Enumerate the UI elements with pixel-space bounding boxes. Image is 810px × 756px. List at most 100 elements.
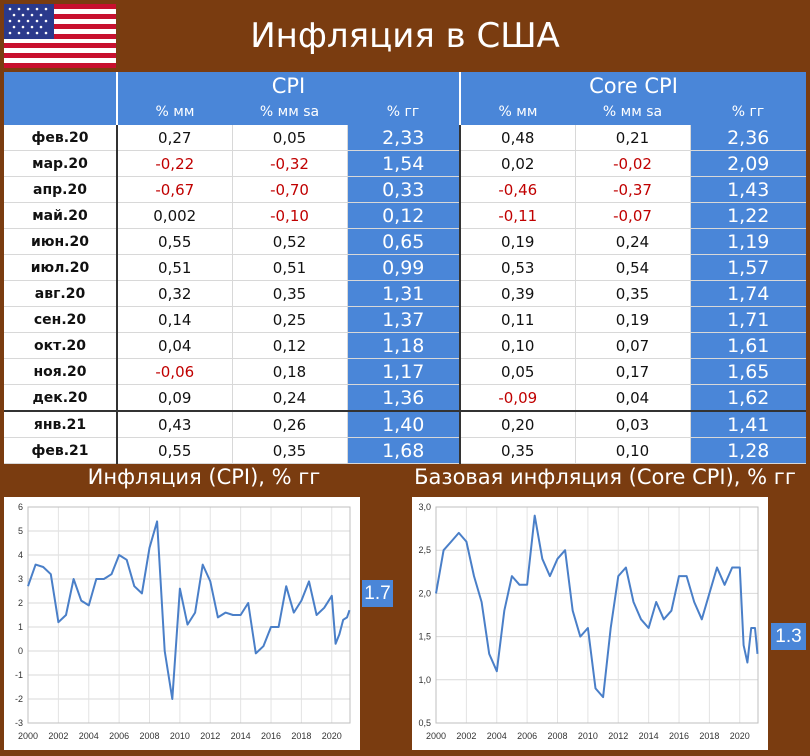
- month-cell: апр.20: [4, 176, 118, 203]
- value-cell: 0,09: [117, 384, 233, 412]
- value-cell: 0,14: [117, 306, 233, 333]
- y-tick-label: 6: [18, 502, 23, 512]
- cpi-chart: 6 5 4 3 2 1 0 -1 -2 -3 2000 2002 2004 2006 2008 2010 201…: [15, 502, 351, 741]
- yoy-value-cell: 1,28: [690, 437, 806, 464]
- cpi-chart-panel: 6 5 4 3 2 1 0 -1 -2 -3 2000 2002 2004 2006 2008 2010 201…: [4, 497, 360, 750]
- table-row: дек.20 0,09 0,24 1,36 -0,09 0,04 1,62: [4, 384, 806, 412]
- value-cell: 0,32: [117, 280, 233, 307]
- yoy-value-cell: 1,37: [347, 306, 460, 333]
- y-tick-label: -2: [15, 694, 23, 704]
- value-cell: 0,03: [575, 410, 691, 438]
- table-row: июл.20 0,51 0,51 0,99 0,53 0,54 1,57: [4, 254, 806, 281]
- corner-cell: [4, 72, 117, 99]
- month-cell: сен.20: [4, 306, 118, 333]
- month-cell: мар.20: [4, 150, 118, 177]
- yoy-value-cell: 1,61: [690, 332, 806, 359]
- core-cpi-chart-panel: 3,0 2,5 2,0 1,5 1,0 0,5 2000 2002 2004 2006 2008 20…: [412, 497, 768, 750]
- y-tick-label: 1: [18, 622, 23, 632]
- yoy-value-cell: 0,33: [347, 176, 460, 203]
- table-row: фев.21 0,55 0,35 1,68 0,35 0,10 1,28: [4, 437, 806, 464]
- table-row: фев.20 0,27 0,05 2,33 0,48 0,21 2,36: [4, 125, 806, 151]
- value-cell: -0,22: [117, 150, 233, 177]
- table-row: авг.20 0,32 0,35 1,31 0,39 0,35 1,74: [4, 280, 806, 307]
- month-cell: янв.21: [4, 410, 118, 438]
- yoy-value-cell: 1,17: [347, 358, 460, 385]
- value-cell: 0,24: [232, 384, 348, 412]
- table-row: ноя.20 -0,06 0,18 1,17 0,05 0,17 1,65: [4, 358, 806, 385]
- table-row: май.20 0,002 -0,10 0,12 -0,11 -0,07 1,22: [4, 202, 806, 229]
- x-tick-label: 2016: [669, 731, 689, 741]
- table-row: июн.20 0,55 0,52 0,65 0,19 0,24 1,19: [4, 228, 806, 255]
- value-cell: 0,26: [232, 410, 348, 438]
- value-cell: 0,19: [459, 228, 576, 255]
- yoy-value-cell: 1,41: [690, 410, 806, 438]
- value-cell: 0,51: [117, 254, 233, 281]
- yoy-value-cell: 1,57: [690, 254, 806, 281]
- cpi-last-value-badge: 1.7: [362, 580, 393, 607]
- x-tick-label: 2018: [699, 731, 719, 741]
- value-cell: 0,39: [459, 280, 576, 307]
- value-cell: 0,02: [459, 150, 576, 177]
- value-cell: 0,35: [232, 437, 348, 464]
- x-tick-label: 2008: [139, 731, 159, 741]
- yoy-value-cell: 1,65: [690, 358, 806, 385]
- value-cell: 0,002: [117, 202, 233, 229]
- value-cell: 0,51: [232, 254, 348, 281]
- y-tick-label: -1: [15, 670, 23, 680]
- yoy-value-cell: 1,19: [690, 228, 806, 255]
- y-tick-label: 0,5: [418, 718, 431, 728]
- yoy-value-cell: 2,33: [347, 125, 460, 151]
- col-header: % мм: [116, 99, 232, 125]
- y-tick-label: 0: [18, 646, 23, 656]
- value-cell: 0,24: [575, 228, 691, 255]
- y-tick-label: 2,5: [418, 545, 431, 555]
- table-row: янв.21 0,43 0,26 1,40 0,20 0,03 1,41: [4, 410, 806, 438]
- plot-area-border: [435, 506, 759, 724]
- y-tick-label: 1,5: [418, 632, 431, 642]
- col-header: % гг: [347, 99, 460, 125]
- value-cell: -0,70: [232, 176, 348, 203]
- value-cell: -0,37: [575, 176, 691, 203]
- yoy-value-cell: 0,99: [347, 254, 460, 281]
- x-tick-label: 2018: [291, 731, 311, 741]
- value-cell: 0,21: [575, 125, 691, 151]
- value-cell: -0,02: [575, 150, 691, 177]
- x-tick-label: 2012: [608, 731, 628, 741]
- x-tick-label: 2012: [200, 731, 220, 741]
- yoy-value-cell: 1,74: [690, 280, 806, 307]
- value-cell: 0,27: [117, 125, 233, 151]
- yoy-value-cell: 2,36: [690, 125, 806, 151]
- core-cpi-chart-title: Базовая инфляция (Core CPI), % гг: [414, 465, 796, 489]
- core-cpi-last-value-badge: 1.3: [771, 623, 806, 650]
- value-cell: 0,55: [117, 437, 233, 464]
- x-tick-label: 2000: [426, 731, 446, 741]
- col-header: % мм: [459, 99, 575, 125]
- x-tick-label: 2020: [730, 731, 750, 741]
- value-cell: 0,35: [459, 437, 576, 464]
- yoy-value-cell: 1,40: [347, 410, 460, 438]
- series-line: [27, 520, 351, 700]
- value-cell: 0,04: [117, 332, 233, 359]
- table-row: мар.20 -0,22 -0,32 1,54 0,02 -0,02 2,09: [4, 150, 806, 177]
- value-cell: 0,54: [575, 254, 691, 281]
- value-cell: 0,17: [575, 358, 691, 385]
- col-header: % мм sa: [232, 99, 347, 125]
- x-tick-label: 2016: [261, 731, 281, 741]
- cpi-group-header: CPI: [116, 72, 460, 99]
- y-tick-label: -3: [15, 718, 23, 728]
- value-cell: 0,55: [117, 228, 233, 255]
- yoy-value-cell: 1,68: [347, 437, 460, 464]
- cpi-chart-title: Инфляция (CPI), % гг: [87, 465, 321, 489]
- table-row: окт.20 0,04 0,12 1,18 0,10 0,07 1,61: [4, 332, 806, 359]
- value-cell: -0,06: [117, 358, 233, 385]
- value-cell: 0,48: [459, 125, 576, 151]
- x-tick-label: 2020: [322, 731, 342, 741]
- value-cell: 0,53: [459, 254, 576, 281]
- month-cell: фев.21: [4, 437, 118, 464]
- us-flag-icon: [4, 4, 116, 68]
- y-tick-label: 5: [18, 526, 23, 536]
- core-cpi-chart: 3,0 2,5 2,0 1,5 1,0 0,5 2000 2002 2004 2006 2008 20…: [418, 502, 759, 741]
- corner-cell: [4, 99, 117, 125]
- value-cell: -0,32: [232, 150, 348, 177]
- value-cell: -0,11: [459, 202, 576, 229]
